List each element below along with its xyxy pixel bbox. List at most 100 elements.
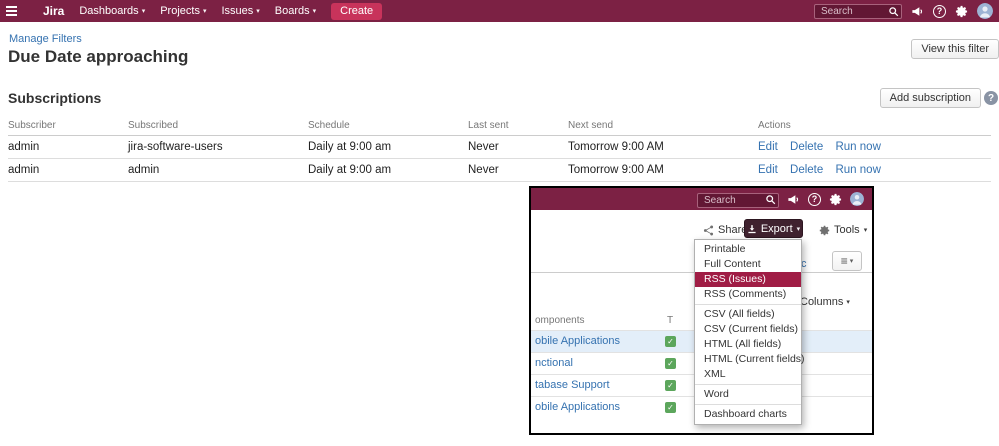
menu-item-csv-all[interactable]: CSV (All fields) — [704, 308, 775, 320]
component-link[interactable]: obile Applications — [535, 335, 621, 347]
menu-item-full-content[interactable]: Full Content — [704, 258, 761, 270]
chevron-down-icon: ▾ — [796, 225, 801, 233]
question-glyph: ? — [936, 6, 943, 16]
share-label: Share — [718, 224, 748, 236]
task-type-icon: ✓ — [665, 380, 676, 391]
jira-logo-text: Jira — [43, 4, 65, 18]
inset-top-navigation: ? — [531, 188, 872, 210]
nav-boards-label: Boards — [274, 5, 310, 17]
components-column-header: omponents — [535, 315, 585, 326]
delete-link[interactable]: Delete — [790, 164, 824, 176]
run-now-link[interactable]: Run now — [835, 164, 881, 176]
search-icon[interactable] — [765, 192, 776, 205]
menu-item-rss-comments[interactable]: RSS (Comments) — [704, 288, 787, 300]
menu-item-html-all[interactable]: HTML (All fields) — [704, 338, 782, 350]
nav-projects[interactable]: Projects ▾ — [160, 5, 206, 17]
chevron-down-icon: ▾ — [256, 8, 260, 15]
component-link[interactable]: obile Applications — [535, 401, 621, 413]
gear-icon[interactable] — [829, 193, 842, 206]
subscriptions-help-icon[interactable]: ? — [984, 91, 998, 105]
issues-table-header: omponents T — [531, 312, 872, 330]
menu-item-word[interactable]: Word — [704, 388, 729, 400]
view-this-filter-button[interactable]: View this filter — [911, 39, 999, 59]
jira-logo[interactable]: Jira — [28, 4, 64, 18]
menu-separator — [695, 384, 801, 385]
inset-search-input[interactable] — [697, 193, 779, 208]
chevron-down-icon: ▾ — [202, 8, 207, 15]
user-avatar[interactable] — [850, 192, 864, 206]
subscribed-cell: admin — [128, 158, 308, 182]
subscriber-cell: admin — [8, 158, 128, 182]
columns-dropdown[interactable]: Columns ▾ — [800, 296, 850, 308]
subscription-row: admin admin Daily at 9:00 am Never Tomor… — [8, 158, 991, 182]
chevron-down-icon: ▾ — [846, 299, 850, 306]
run-now-link[interactable]: Run now — [835, 141, 881, 153]
col-last-sent: Last sent — [468, 116, 568, 136]
top-navigation: Jira Dashboards ▾ Projects ▾ Issues ▾ Bo… — [0, 0, 999, 22]
user-avatar[interactable] — [977, 3, 993, 19]
page-title: Due Date approaching — [8, 47, 189, 66]
chevron-down-icon: ▾ — [141, 8, 146, 15]
megaphone-icon[interactable] — [787, 193, 800, 206]
last-sent-cell: Never — [468, 158, 568, 182]
export-icon — [748, 224, 756, 233]
tools-button[interactable]: Tools ▾ — [819, 224, 867, 236]
export-button[interactable]: Export ▾ — [744, 219, 803, 238]
question-glyph: ? — [811, 194, 818, 204]
search-icon[interactable] — [888, 6, 899, 17]
edit-link[interactable]: Edit — [758, 164, 778, 176]
schedule-cell: Daily at 9:00 am — [308, 158, 468, 182]
component-link[interactable]: tabase Support — [535, 379, 610, 391]
columns-label: Columns — [800, 296, 844, 308]
help-icon[interactable]: ? — [808, 192, 821, 206]
create-button[interactable]: Create — [331, 2, 383, 20]
subscriptions-table: Subscriber Subscribed Schedule Last sent… — [8, 116, 991, 182]
delete-link[interactable]: Delete — [790, 141, 824, 153]
last-sent-cell: Never — [468, 135, 568, 159]
search-input[interactable] — [814, 3, 902, 19]
task-type-icon: ✓ — [665, 402, 676, 413]
menu-item-html-current[interactable]: HTML (Current fields) — [704, 353, 805, 365]
menu-item-csv-current[interactable]: CSV (Current fields) — [704, 323, 798, 335]
actions-cell: Edit Delete Run now — [758, 135, 991, 159]
component-link[interactable]: nctional — [535, 357, 573, 369]
nav-issues[interactable]: Issues ▾ — [221, 5, 259, 17]
edit-link[interactable]: Edit — [758, 141, 778, 153]
nav-boards[interactable]: Boards ▾ — [275, 5, 316, 17]
menu-item-xml[interactable]: XML — [704, 368, 726, 380]
menu-item-dashboard-charts[interactable]: Dashboard charts — [704, 408, 787, 420]
col-schedule: Schedule — [308, 116, 468, 136]
menu-item-printable[interactable]: Printable — [704, 243, 746, 255]
share-icon — [703, 225, 714, 235]
menu-separator — [695, 304, 801, 305]
type-column-header: T — [667, 315, 674, 326]
gear-icon[interactable] — [955, 5, 968, 18]
app-switcher-icon[interactable] — [0, 0, 22, 22]
question-glyph: ? — [987, 92, 995, 104]
menu-separator — [695, 404, 801, 405]
inset-global-search — [697, 190, 779, 208]
nav-dashboards[interactable]: Dashboards ▾ — [79, 5, 145, 17]
topbar-right-group: ? — [814, 3, 993, 19]
table-header-row: Subscriber Subscribed Schedule Last sent… — [8, 116, 991, 136]
add-subscription-button[interactable]: Add subscription — [879, 88, 981, 108]
list-view-button[interactable]: ≡ ▾ — [832, 251, 862, 271]
schedule-cell: Daily at 9:00 am — [308, 135, 468, 159]
export-label: Export — [760, 222, 793, 235]
task-type-icon: ✓ — [665, 358, 676, 369]
col-next-send: Next send — [568, 116, 758, 136]
next-send-cell: Tomorrow 9:00 AM — [568, 135, 758, 159]
menu-item-rss-issues[interactable]: RSS (Issues) — [695, 272, 801, 287]
breadcrumb-manage-filters[interactable]: Manage Filters — [9, 33, 82, 45]
export-dropdown-menu: Printable Full Content RSS (Issues) RSS … — [694, 239, 805, 425]
subscription-row: admin jira-software-users Daily at 9:00 … — [8, 135, 991, 159]
help-icon[interactable]: ? — [933, 4, 946, 18]
nav-issues-label: Issues — [221, 5, 254, 17]
screenshot-inset: ? Share Export ▾ Tools ▾ asic ≡ — [529, 186, 874, 435]
subscriber-cell: admin — [8, 135, 128, 159]
share-button[interactable]: Share — [703, 224, 747, 236]
subscriptions-heading: Subscriptions — [8, 90, 102, 106]
megaphone-icon[interactable] — [911, 5, 924, 18]
chevron-down-icon: ▾ — [849, 258, 854, 265]
